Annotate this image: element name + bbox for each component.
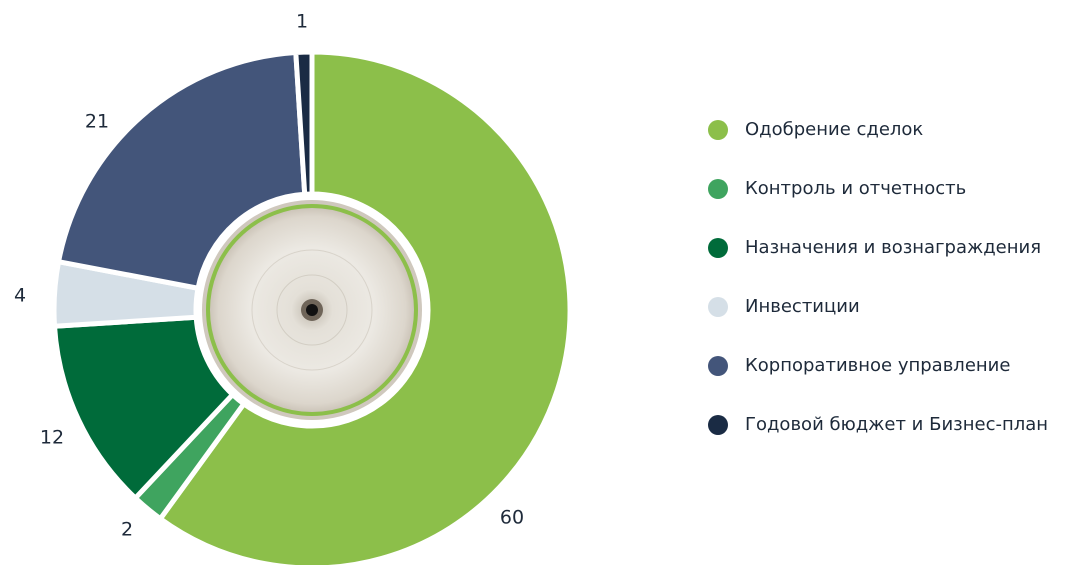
- legend: Одобрение сделок Контроль и отчетность Наз…: [708, 119, 1048, 435]
- legend-marker: [708, 179, 728, 199]
- center-ring: [276, 274, 348, 346]
- data-label: 4: [14, 285, 26, 307]
- center-hole: [306, 304, 318, 316]
- legend-label: Инвестиции: [745, 296, 860, 317]
- data-labels: 60 2 12 4 21 1: [14, 11, 524, 541]
- legend-label: Годовой бюджет и Бизнес-план: [745, 414, 1048, 435]
- data-label: 60: [500, 507, 524, 529]
- center-ring: [251, 249, 373, 371]
- legend-marker: [708, 415, 728, 435]
- legend-marker: [708, 238, 728, 258]
- legend-marker: [708, 297, 728, 317]
- legend-marker: [708, 120, 728, 140]
- data-label: 1: [296, 11, 308, 33]
- data-label: 21: [85, 111, 109, 133]
- legend-label: Назначения и вознаграждения: [745, 237, 1041, 258]
- legend-label: Контроль и отчетность: [745, 178, 966, 199]
- legend-label: Корпоративное управление: [745, 355, 1010, 376]
- data-label: 2: [121, 519, 133, 541]
- legend-marker: [708, 356, 728, 376]
- center-image: [196, 194, 428, 426]
- legend-label: Одобрение сделок: [745, 119, 923, 140]
- data-label: 12: [40, 427, 64, 449]
